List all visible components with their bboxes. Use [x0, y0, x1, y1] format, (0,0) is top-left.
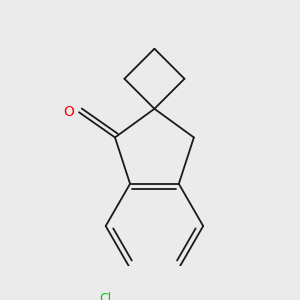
- Text: O: O: [64, 105, 75, 119]
- Text: Cl: Cl: [100, 292, 112, 300]
